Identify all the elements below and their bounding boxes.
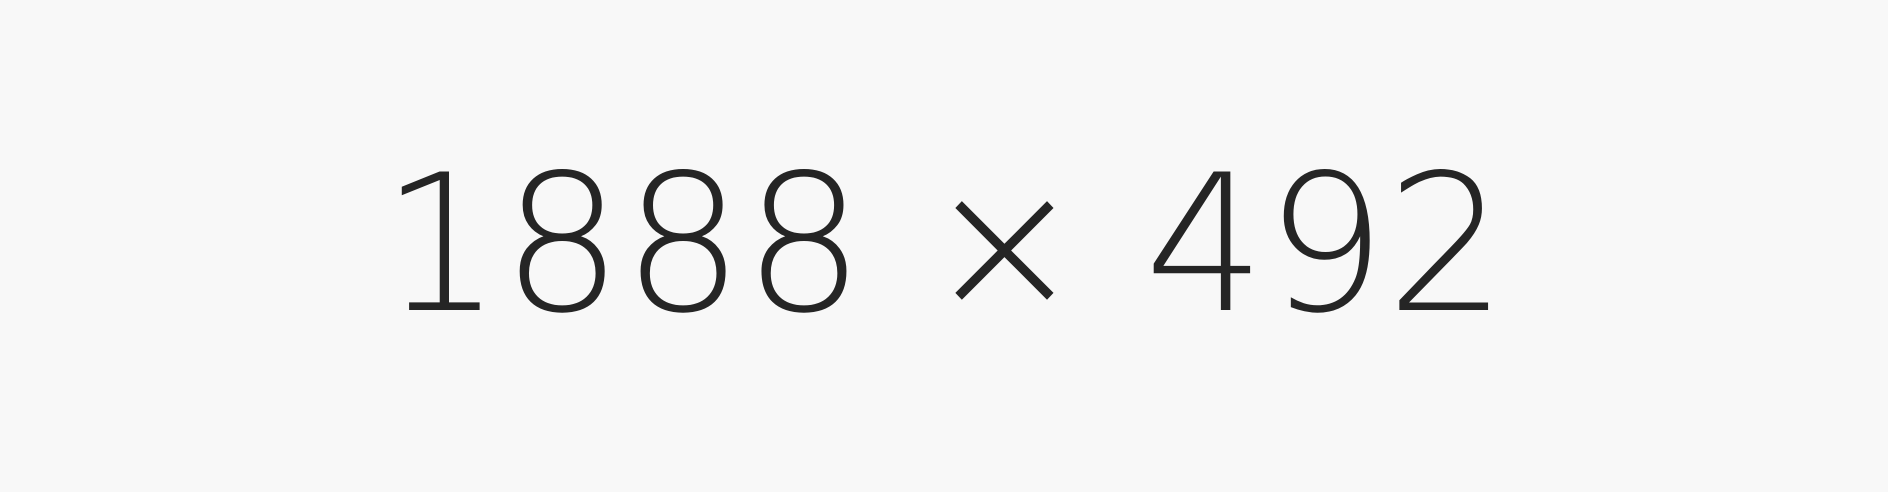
- dimension-label: 1888 × 492: [380, 134, 1508, 355]
